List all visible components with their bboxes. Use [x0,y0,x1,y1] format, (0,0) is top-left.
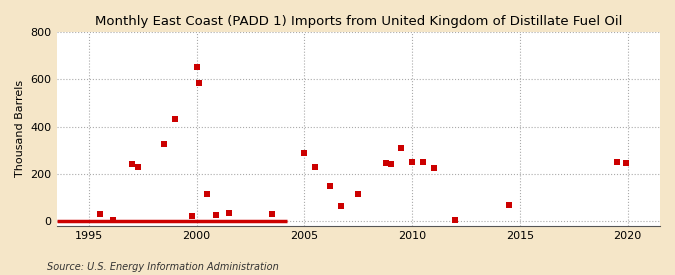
Point [450,218,460,222]
Point [127,162,138,167]
Point [620,161,631,165]
Point [396,146,407,150]
Point [95,212,105,216]
Text: Source: U.S. Energy Information Administration: Source: U.S. Energy Information Administ… [47,262,279,272]
Point [429,166,439,170]
Point [310,164,321,169]
Point [299,150,310,155]
Point [353,192,364,196]
Point [612,160,622,164]
Point [187,214,198,219]
Point [385,162,396,167]
Point [325,183,335,188]
Point [335,204,346,208]
Y-axis label: Thousand Barrels: Thousand Barrels [15,80,25,177]
Point [202,192,213,196]
Point [193,81,204,85]
Point [211,213,221,218]
Point [407,160,418,164]
Point [504,202,514,207]
Point [381,161,392,165]
Point [267,212,277,216]
Point [223,211,234,215]
Title: Monthly East Coast (PADD 1) Imports from United Kingdom of Distillate Fuel Oil: Monthly East Coast (PADD 1) Imports from… [95,15,622,28]
Point [169,117,180,122]
Point [191,65,202,70]
Point [107,218,118,222]
Point [418,160,429,164]
Point [133,164,144,169]
Point [159,142,169,147]
